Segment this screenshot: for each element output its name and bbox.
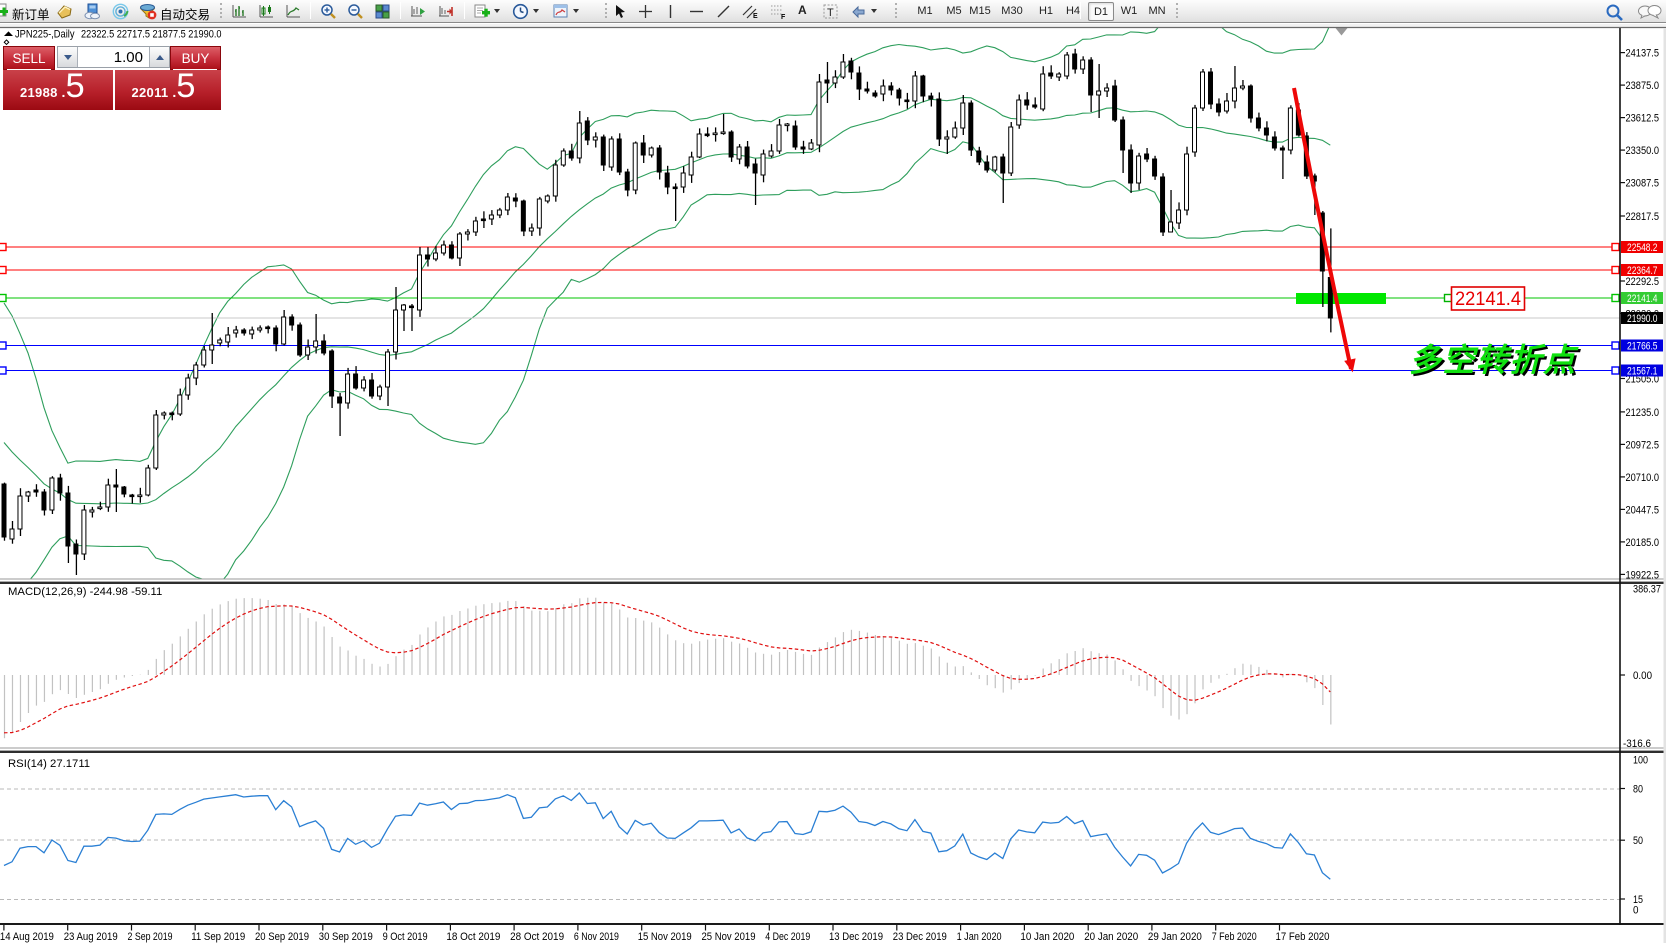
svg-text:28 Oct 2019: 28 Oct 2019 [510, 931, 564, 943]
svg-text:80: 80 [1633, 784, 1643, 796]
svg-text:20972.5: 20972.5 [1626, 439, 1660, 451]
svg-text:20710.0: 20710.0 [1626, 472, 1660, 484]
svg-text:20 Jan 2020: 20 Jan 2020 [1084, 931, 1138, 943]
svg-text:21567.1: 21567.1 [1627, 366, 1658, 378]
svg-text:0: 0 [1633, 905, 1639, 917]
svg-text:18 Oct 2019: 18 Oct 2019 [446, 931, 500, 943]
svg-text:20 Sep 2019: 20 Sep 2019 [255, 931, 309, 943]
svg-text:RSI(14) 27.1711: RSI(14) 27.1711 [8, 758, 90, 770]
svg-text:21990.0: 21990.0 [1627, 313, 1658, 325]
svg-text:2 Sep 2019: 2 Sep 2019 [128, 931, 173, 943]
svg-text:23 Dec 2019: 23 Dec 2019 [893, 931, 947, 943]
svg-text:22292.5: 22292.5 [1626, 276, 1660, 288]
svg-text:10 Jan 2020: 10 Jan 2020 [1020, 931, 1074, 943]
svg-text:23875.0: 23875.0 [1626, 80, 1660, 92]
svg-text:17 Feb 2020: 17 Feb 2020 [1276, 931, 1330, 943]
svg-text:50: 50 [1633, 835, 1643, 847]
svg-text:22322.5 22717.5 21877.5 21990.: 22322.5 22717.5 21877.5 21990.0 [81, 29, 222, 41]
svg-text:25 Nov 2019: 25 Nov 2019 [702, 931, 756, 943]
svg-text:0.00: 0.00 [1633, 670, 1652, 682]
svg-text:15 Nov 2019: 15 Nov 2019 [638, 931, 692, 943]
svg-text:22548.2: 22548.2 [1627, 242, 1658, 254]
svg-text:9 Oct 2019: 9 Oct 2019 [383, 931, 428, 943]
svg-text:22141.4: 22141.4 [1627, 293, 1658, 305]
svg-text:JPN225-,Daily: JPN225-,Daily [15, 29, 75, 41]
svg-text:23087.5: 23087.5 [1626, 178, 1660, 190]
svg-text:13 Dec 2019: 13 Dec 2019 [829, 931, 883, 943]
svg-text:20185.0: 20185.0 [1626, 537, 1660, 549]
svg-text:22817.5: 22817.5 [1626, 211, 1660, 223]
svg-text:-316.6: -316.6 [1623, 738, 1651, 750]
svg-text:23350.0: 23350.0 [1626, 145, 1660, 157]
svg-text:386.37: 386.37 [1633, 584, 1661, 596]
svg-text:多空转折点: 多空转折点 [1409, 342, 1579, 378]
svg-text:1 Jan 2020: 1 Jan 2020 [957, 931, 1002, 943]
svg-text:6 Nov 2019: 6 Nov 2019 [574, 931, 619, 943]
svg-text:14 Aug 2019: 14 Aug 2019 [0, 931, 54, 943]
svg-text:MACD(12,26,9) -244.98 -59.11: MACD(12,26,9) -244.98 -59.11 [8, 586, 162, 598]
svg-text:22364.7: 22364.7 [1627, 265, 1658, 277]
svg-text:30 Sep 2019: 30 Sep 2019 [319, 931, 373, 943]
svg-text:24137.5: 24137.5 [1626, 48, 1660, 60]
svg-text:19922.5: 19922.5 [1626, 569, 1660, 581]
svg-text:T: T [827, 7, 834, 19]
svg-text:E: E [753, 13, 758, 20]
svg-text:F: F [781, 14, 786, 20]
svg-text:7 Feb 2020: 7 Feb 2020 [1212, 931, 1257, 943]
svg-text:23612.5: 23612.5 [1626, 113, 1660, 125]
svg-text:20447.5: 20447.5 [1626, 504, 1660, 516]
svg-text:22141.4: 22141.4 [1455, 288, 1521, 310]
svg-text:29 Jan 2020: 29 Jan 2020 [1148, 931, 1202, 943]
svg-text:11 Sep 2019: 11 Sep 2019 [191, 931, 245, 943]
svg-text:15: 15 [1633, 894, 1643, 906]
svg-text:多空转折点: 多空转折点 [1411, 344, 1581, 380]
svg-text:21766.5: 21766.5 [1627, 341, 1658, 353]
svg-text:4 Dec 2019: 4 Dec 2019 [765, 931, 810, 943]
svg-text:21235.0: 21235.0 [1626, 407, 1660, 419]
svg-text:100: 100 [1633, 755, 1648, 767]
svg-text:23 Aug 2019: 23 Aug 2019 [64, 931, 118, 943]
